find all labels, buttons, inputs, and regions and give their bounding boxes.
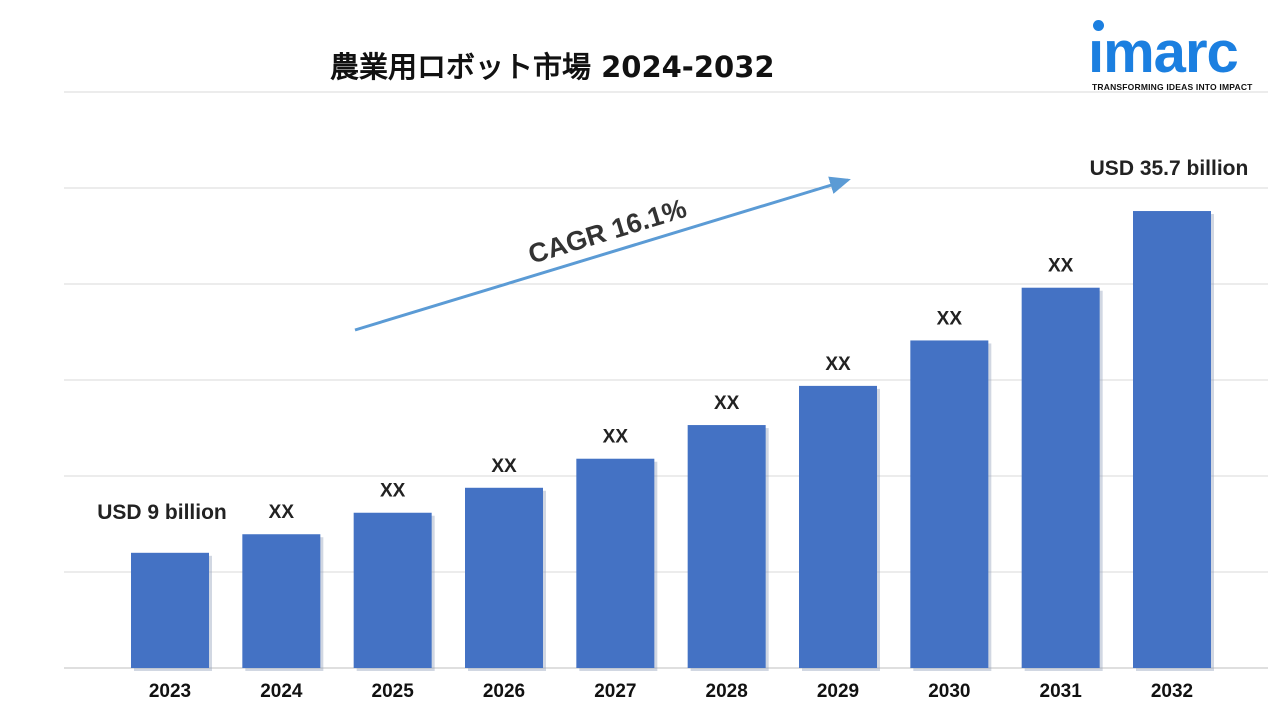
bar-2026 [465,487,543,668]
logo-wordmark: ımarc [1088,20,1239,85]
data-label-2026: XX [491,456,517,477]
cagr-annotation: CAGR 16.1% [354,176,851,332]
data-label-2025: XX [380,481,406,502]
bars [131,211,1214,672]
x-tick-2026: 2026 [483,681,525,702]
bar-2032 [1133,211,1211,669]
bar-2029 [799,385,877,668]
bar-2030 [910,340,989,668]
bar-2028 [687,425,766,668]
x-tick-2025: 2025 [372,681,415,702]
data-label-2030: XX [937,308,963,329]
bar-2024 [242,534,321,668]
data-label-2024: XX [269,502,295,523]
imarc-logo: ımarc TRANSFORMING IDEAS INTO IMPACT [1088,20,1268,100]
data-label-2023: USD 9 billion [97,501,227,524]
bar-2027 [576,458,655,668]
logo-tagline: TRANSFORMING IDEAS INTO IMPACT [1092,82,1253,92]
x-tick-2032: 2032 [1151,681,1193,702]
cagr-arrow [354,176,851,332]
x-tick-labels: 2023 2024 2025 2026 2027 2028 2029 2030 2031 2032 [149,681,1193,702]
bar-2023 [131,552,209,668]
data-label-2029: XX [825,354,851,375]
x-tick-2031: 2031 [1040,681,1083,702]
x-tick-2024: 2024 [260,681,303,702]
data-label-2032: USD 35.7 billion [1090,157,1249,180]
data-labels: USD 9 billion XX XX XX XX XX XX XX XX USD 35.7 bi… [97,157,1248,524]
x-tick-2027: 2027 [594,681,636,702]
x-tick-2023: 2023 [149,681,191,702]
cagr-label: CAGR 16.1% [525,193,690,270]
bar-2031 [1021,287,1100,668]
data-label-2031: XX [1048,256,1074,277]
x-tick-2030: 2030 [928,681,970,702]
bar-2025 [353,512,432,668]
data-label-2028: XX [714,393,740,414]
x-tick-2029: 2029 [817,681,859,702]
x-tick-2028: 2028 [706,681,748,702]
chart-title: 農業用ロボット市場 2024-2032 [330,50,775,84]
data-label-2027: XX [603,427,629,448]
logo-dot-icon [1093,20,1104,31]
